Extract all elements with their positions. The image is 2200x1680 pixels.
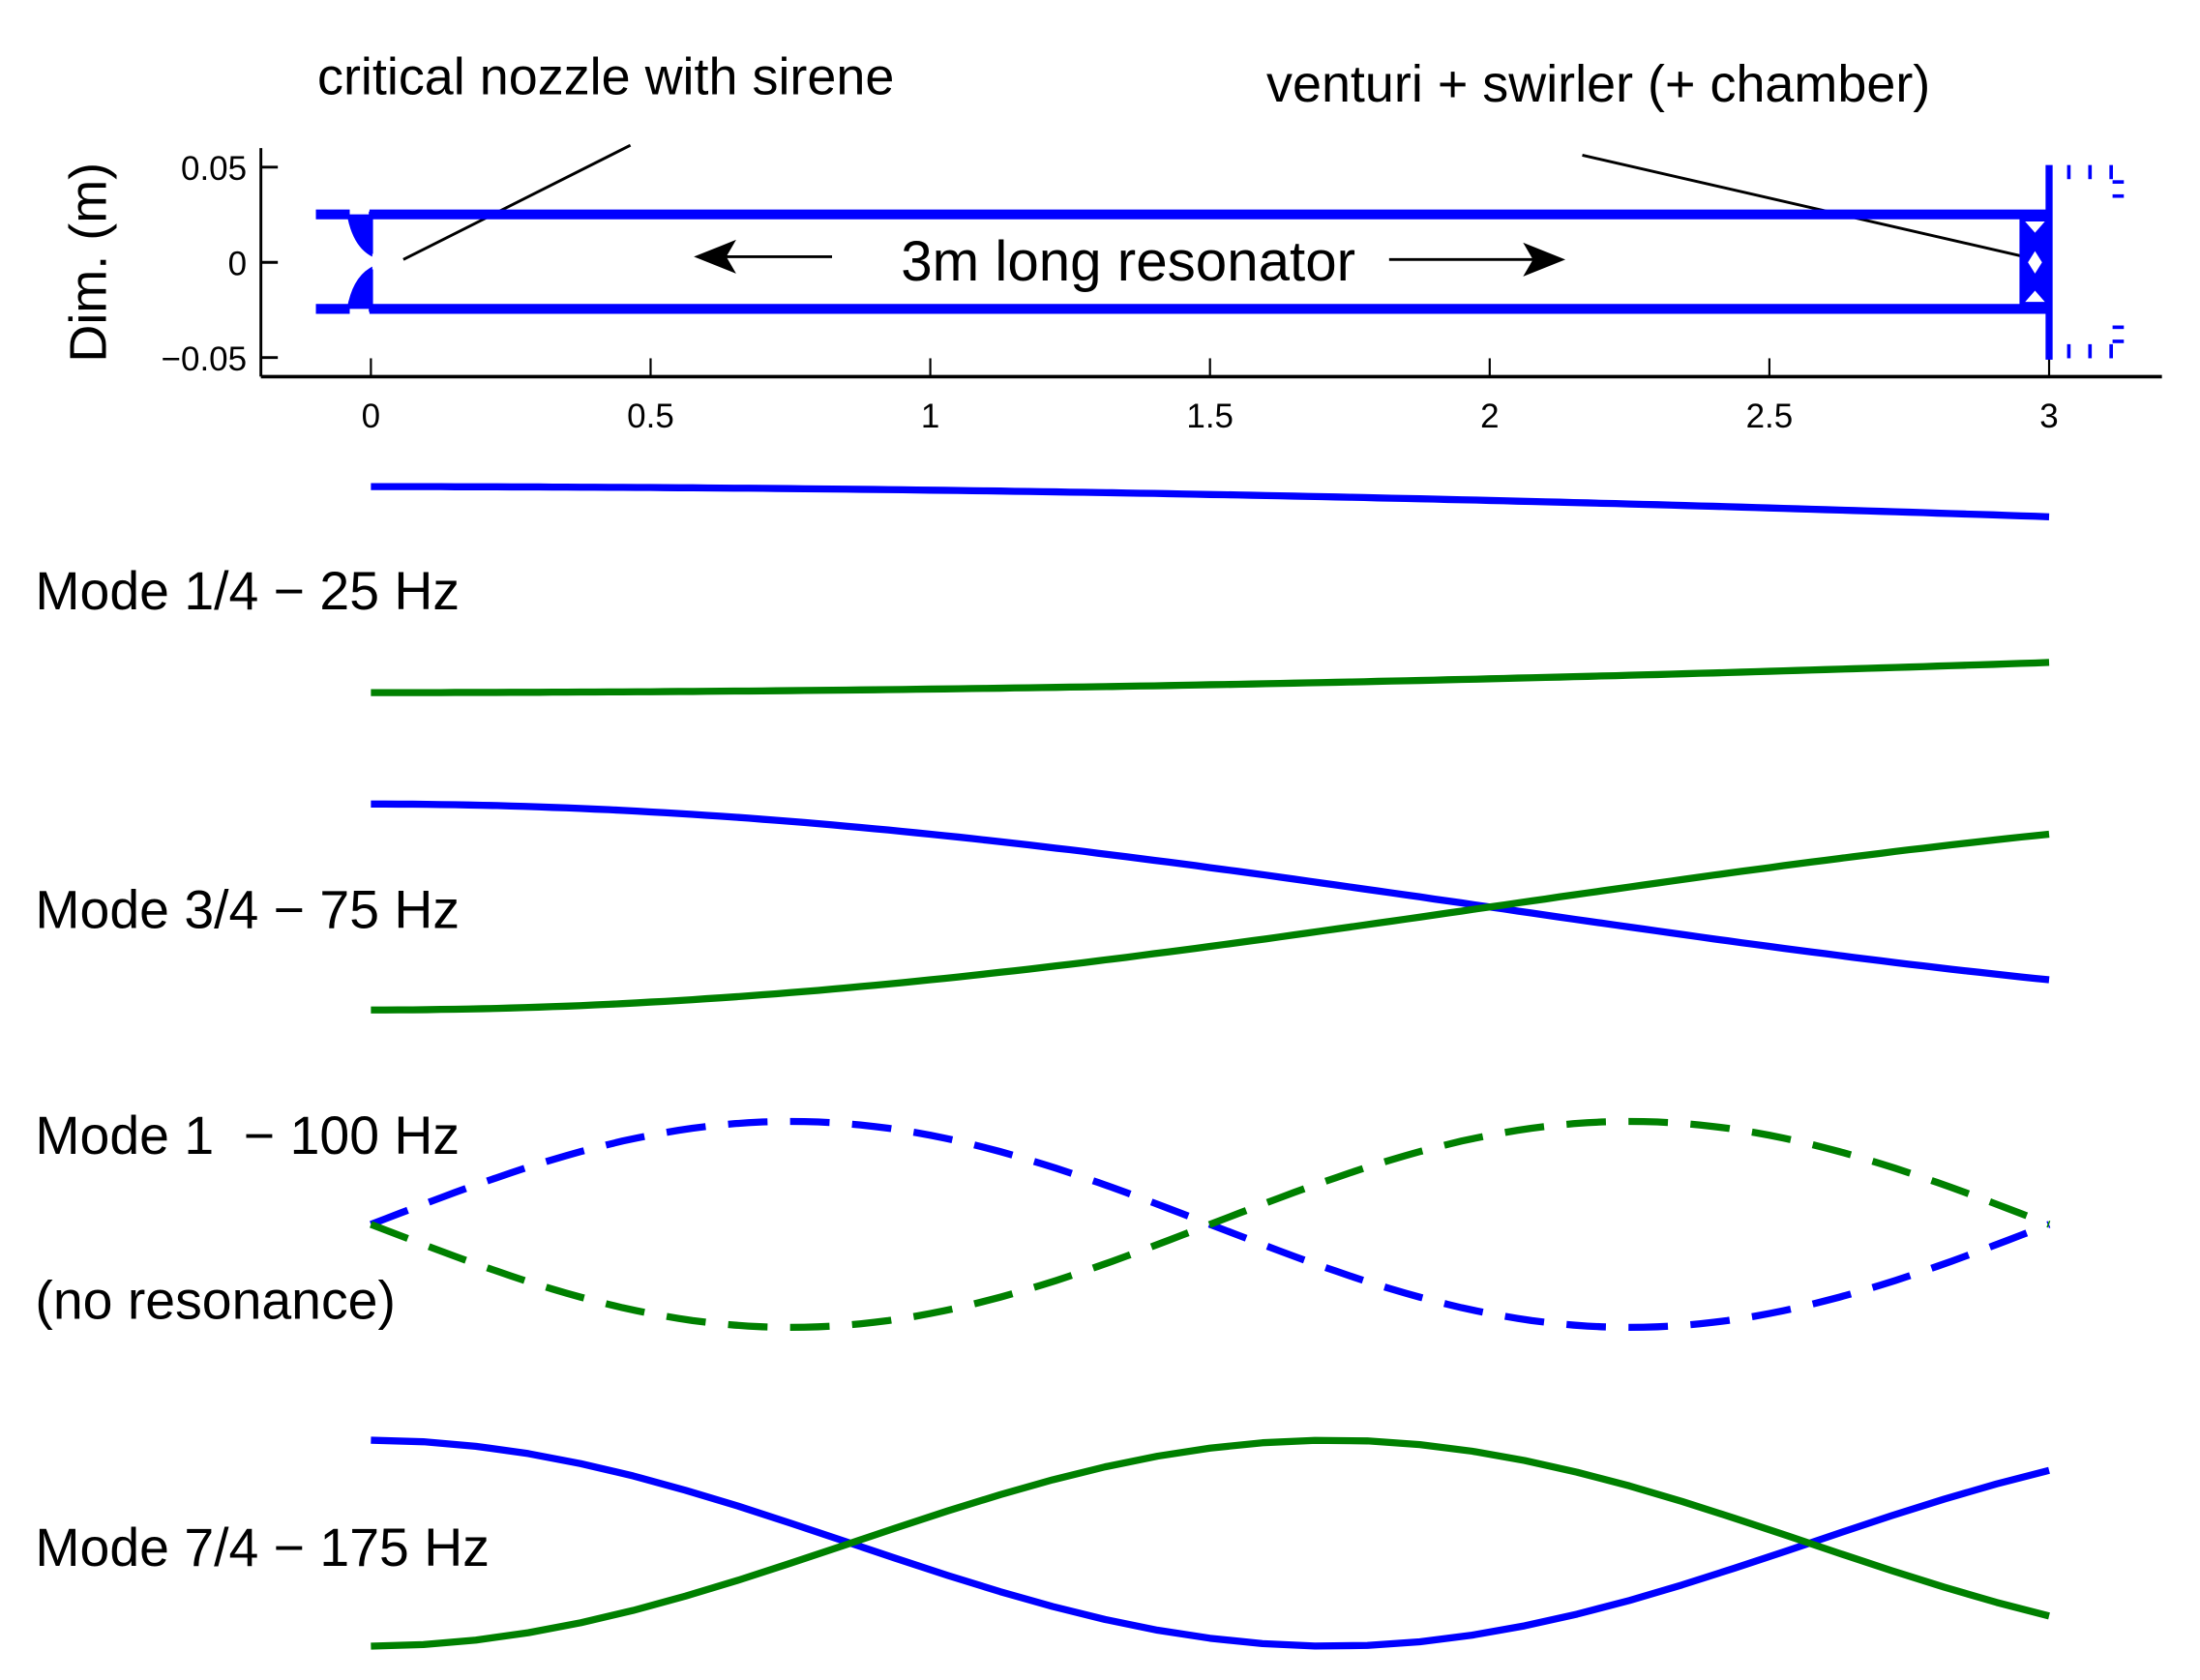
x-tick-label: 0.5 (627, 398, 674, 435)
resonator-tube (315, 209, 2050, 314)
mode-2-blue-curve (371, 800, 2050, 984)
mode-sublabel-3: (no resonance) (35, 1271, 395, 1331)
nozzle-upper (346, 214, 372, 257)
mode-label-4: Mode 7/4 − 175 Hz (35, 1518, 489, 1577)
mode-3-green-curve (370, 1117, 2051, 1332)
y-tick-label: −0.05 (162, 340, 248, 378)
mode-label-1: Mode 1/4 − 25 Hz (35, 561, 460, 621)
swirler (2019, 164, 2125, 360)
x-tick-label: 3 (2039, 398, 2058, 435)
arrow-right-icon (1523, 242, 1566, 277)
venturi-leader-line (1582, 154, 2032, 260)
x-tick-label: 2.5 (1746, 398, 1794, 435)
arrow-left-icon (694, 239, 736, 274)
mode-1-blue-curve (371, 483, 2050, 521)
x-tick-label: 1.5 (1186, 398, 1234, 435)
mode-1-green-curve (371, 659, 2050, 696)
y-tick-label: 0.05 (181, 150, 247, 188)
resonator-length-label: 3m long resonator (694, 230, 1566, 293)
nozzle-leader-line (402, 143, 632, 261)
mode-4-green-curve (371, 1436, 2050, 1650)
nozzle-lower (346, 266, 372, 309)
y-axis-label: Dim. (m) (59, 162, 117, 363)
venturi-annotation: venturi + swirler (+ chamber) (1266, 55, 1930, 113)
mode-label-3: Mode 1 − 100 Hz (35, 1105, 460, 1165)
x-tick-label: 2 (1480, 398, 1499, 435)
mode-2-green-curve (371, 830, 2050, 1014)
y-tick-label: 0 (228, 245, 247, 282)
mode-4-blue-curve (371, 1436, 2050, 1650)
resonator-text: 3m long resonator (901, 230, 1355, 293)
x-tick-label: 0 (362, 398, 380, 435)
mode-label-2: Mode 3/4 − 75 Hz (35, 880, 460, 940)
nozzle-annotation: critical nozzle with sirene (317, 48, 894, 106)
x-tick-label: 1 (921, 398, 939, 435)
